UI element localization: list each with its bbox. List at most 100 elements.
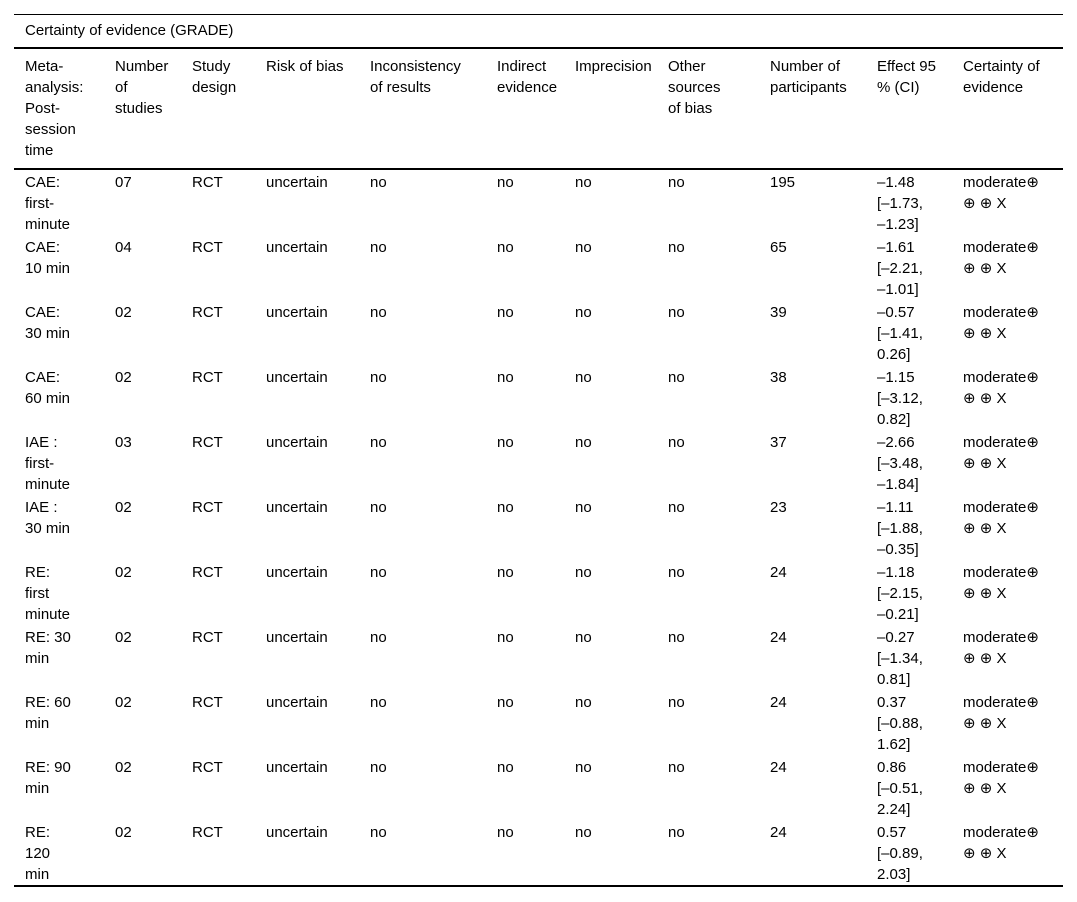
table-title: Certainty of evidence (GRADE) — [25, 22, 234, 39]
table-row: IAE : first- minute 03 RCT uncertain no … — [14, 430, 1063, 495]
cell-other-sources-of-bias: no — [668, 304, 685, 321]
cell-number-of-participants: 38 — [770, 369, 787, 386]
cell-other-sources-of-bias: no — [668, 629, 685, 646]
cell-meta-analysis: RE: 30 min — [25, 629, 71, 667]
cell-study-design: RCT — [192, 564, 223, 581]
cell-inconsistency: no — [370, 369, 387, 386]
cell-effect-95-ci: –1.11 [–1.88, –0.35] — [877, 499, 923, 558]
table-row: RE: 30 min 02 RCT uncertain no no no no … — [14, 625, 1063, 690]
cell-imprecision: no — [575, 499, 592, 516]
cell-effect-95-ci: 0.57 [–0.89, 2.03] — [877, 824, 923, 883]
cell-meta-analysis: CAE: 60 min — [25, 369, 71, 407]
table-body: CAE: first- minute 07 RCT uncertain no n… — [14, 170, 1063, 885]
cell-certainty-of-evidence: moderate⊕ ⊕ ⊕ X — [963, 369, 1039, 407]
cell-study-design: RCT — [192, 629, 223, 646]
cell-indirect-evidence: no — [497, 174, 514, 191]
cell-effect-95-ci: –1.61 [–2.21, –1.01] — [877, 239, 923, 298]
cell-certainty-of-evidence: moderate⊕ ⊕ ⊕ X — [963, 759, 1039, 797]
cell-risk-of-bias: uncertain — [266, 759, 328, 776]
column-header-other-sources-of-bias: Other sources of bias — [668, 58, 721, 117]
cell-certainty-of-evidence: moderate⊕ ⊕ ⊕ X — [963, 239, 1039, 277]
cell-other-sources-of-bias: no — [668, 694, 685, 711]
cell-inconsistency: no — [370, 434, 387, 451]
cell-indirect-evidence: no — [497, 759, 514, 776]
cell-number-of-studies: 02 — [115, 629, 132, 646]
column-header-number-of-participants: Number of participants — [770, 58, 847, 96]
cell-meta-analysis: RE: 60 min — [25, 694, 71, 732]
column-header-number-of-studies: Number of studies — [115, 58, 169, 117]
table-row: RE: 90 min 02 RCT uncertain no no no no … — [14, 755, 1063, 820]
cell-indirect-evidence: no — [497, 434, 514, 451]
cell-indirect-evidence: no — [497, 564, 514, 581]
table-row: RE: first minute 02 RCT uncertain no no … — [14, 560, 1063, 625]
header-divider-rule — [14, 168, 1063, 170]
cell-inconsistency: no — [370, 564, 387, 581]
cell-number-of-participants: 37 — [770, 434, 787, 451]
column-header-inconsistency: Inconsistency of results — [370, 58, 461, 96]
cell-indirect-evidence: no — [497, 499, 514, 516]
table-header-row: Meta- analysis: Post- session time Numbe… — [14, 49, 1063, 168]
cell-certainty-of-evidence: moderate⊕ ⊕ ⊕ X — [963, 629, 1039, 667]
cell-risk-of-bias: uncertain — [266, 564, 328, 581]
cell-effect-95-ci: –0.27 [–1.34, 0.81] — [877, 629, 923, 688]
cell-number-of-studies: 02 — [115, 759, 132, 776]
cell-risk-of-bias: uncertain — [266, 629, 328, 646]
cell-inconsistency: no — [370, 824, 387, 841]
table-row: CAE: 60 min 02 RCT uncertain no no no no… — [14, 365, 1063, 430]
column-header-indirect-evidence: Indirect evidence — [497, 58, 558, 96]
cell-study-design: RCT — [192, 369, 223, 386]
cell-imprecision: no — [575, 564, 592, 581]
table-row: CAE: 30 min 02 RCT uncertain no no no no… — [14, 300, 1063, 365]
column-header-study-design: Study design — [192, 58, 237, 96]
cell-meta-analysis: RE: 120 min — [25, 824, 51, 883]
cell-number-of-participants: 24 — [770, 824, 787, 841]
cell-effect-95-ci: 0.86 [–0.51, 2.24] — [877, 759, 923, 818]
cell-inconsistency: no — [370, 239, 387, 256]
cell-risk-of-bias: uncertain — [266, 694, 328, 711]
cell-study-design: RCT — [192, 824, 223, 841]
cell-study-design: RCT — [192, 694, 223, 711]
cell-meta-analysis: CAE: 30 min — [25, 304, 71, 342]
cell-effect-95-ci: –0.57 [–1.41, 0.26] — [877, 304, 923, 363]
cell-imprecision: no — [575, 694, 592, 711]
cell-imprecision: no — [575, 174, 592, 191]
cell-meta-analysis: RE: 90 min — [25, 759, 71, 797]
cell-imprecision: no — [575, 824, 592, 841]
cell-indirect-evidence: no — [497, 304, 514, 321]
title-divider-rule — [14, 47, 1063, 49]
cell-number-of-studies: 07 — [115, 174, 132, 191]
cell-number-of-participants: 24 — [770, 759, 787, 776]
cell-risk-of-bias: uncertain — [266, 369, 328, 386]
cell-imprecision: no — [575, 369, 592, 386]
cell-risk-of-bias: uncertain — [266, 304, 328, 321]
cell-study-design: RCT — [192, 759, 223, 776]
cell-inconsistency: no — [370, 499, 387, 516]
cell-meta-analysis: IAE : first- minute — [25, 434, 71, 493]
cell-certainty-of-evidence: moderate⊕ ⊕ ⊕ X — [963, 304, 1039, 342]
cell-risk-of-bias: uncertain — [266, 499, 328, 516]
cell-meta-analysis: CAE: first- minute — [25, 174, 71, 233]
cell-number-of-participants: 195 — [770, 174, 796, 191]
cell-certainty-of-evidence: moderate⊕ ⊕ ⊕ X — [963, 434, 1039, 472]
cell-number-of-participants: 24 — [770, 694, 787, 711]
cell-imprecision: no — [575, 629, 592, 646]
table-row: CAE: first- minute 07 RCT uncertain no n… — [14, 170, 1063, 235]
cell-number-of-studies: 03 — [115, 434, 132, 451]
cell-inconsistency: no — [370, 694, 387, 711]
cell-other-sources-of-bias: no — [668, 759, 685, 776]
cell-number-of-studies: 02 — [115, 564, 132, 581]
cell-number-of-studies: 04 — [115, 239, 132, 256]
cell-inconsistency: no — [370, 304, 387, 321]
cell-imprecision: no — [575, 304, 592, 321]
column-header-certainty-of-evidence: Certainty of evidence — [963, 58, 1040, 96]
cell-other-sources-of-bias: no — [668, 434, 685, 451]
cell-number-of-studies: 02 — [115, 369, 132, 386]
cell-indirect-evidence: no — [497, 369, 514, 386]
cell-risk-of-bias: uncertain — [266, 239, 328, 256]
cell-other-sources-of-bias: no — [668, 499, 685, 516]
cell-other-sources-of-bias: no — [668, 564, 685, 581]
cell-other-sources-of-bias: no — [668, 174, 685, 191]
table-row: RE: 120 min 02 RCT uncertain no no no no… — [14, 820, 1063, 885]
cell-certainty-of-evidence: moderate⊕ ⊕ ⊕ X — [963, 564, 1039, 602]
